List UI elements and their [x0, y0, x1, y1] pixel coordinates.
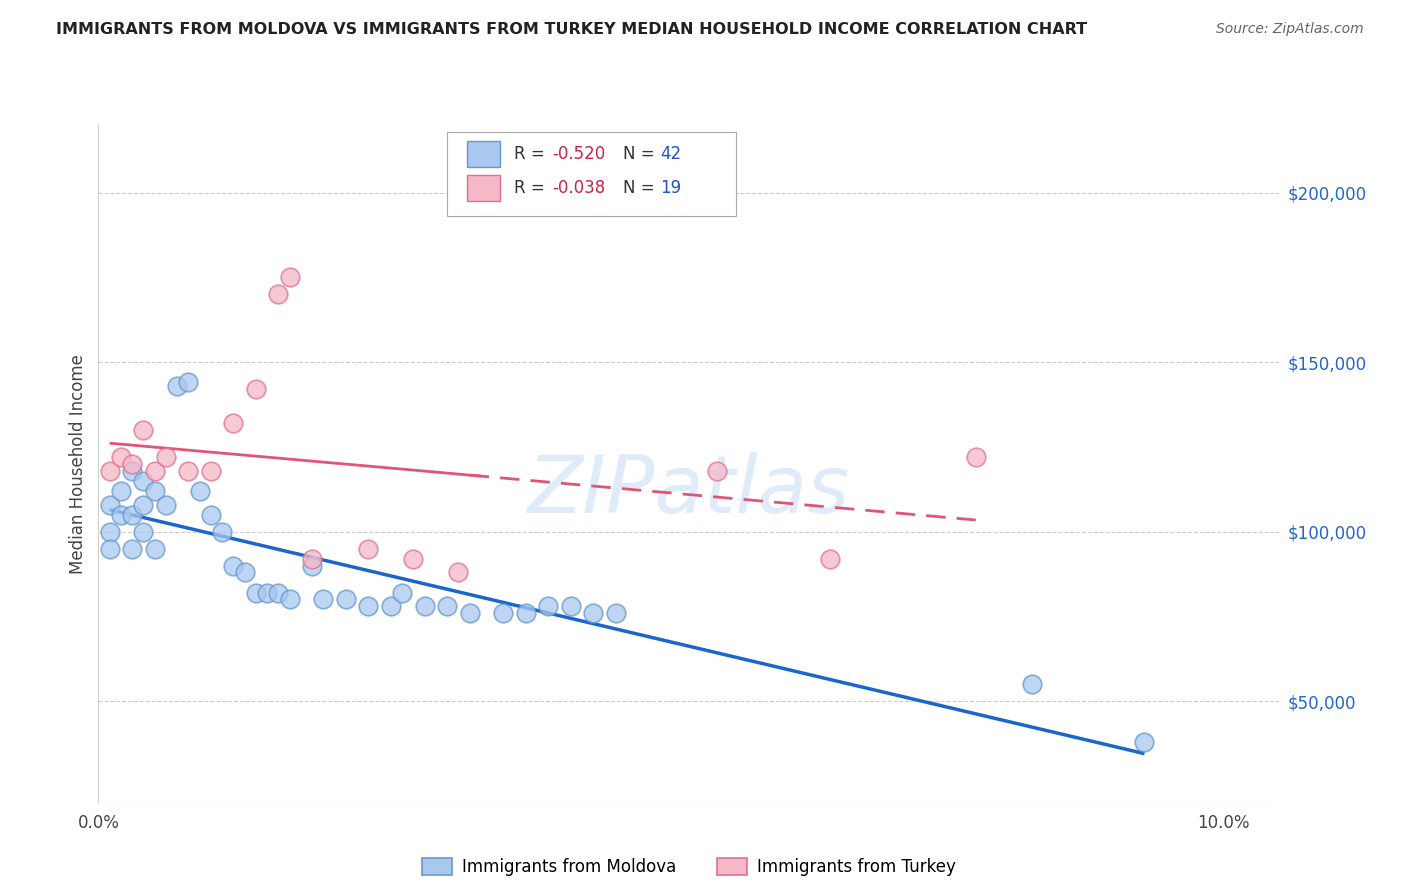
- Point: [200, 508, 222, 522]
- Y-axis label: Median Household Income: Median Household Income: [69, 354, 87, 574]
- FancyBboxPatch shape: [447, 132, 737, 217]
- Point: [121, 464, 143, 478]
- Point: [965, 450, 987, 464]
- Point: [166, 379, 188, 393]
- Point: [110, 508, 132, 522]
- Point: [301, 551, 323, 566]
- FancyBboxPatch shape: [467, 141, 501, 167]
- Point: [155, 450, 177, 464]
- Text: ZIPatlas: ZIPatlas: [527, 452, 851, 530]
- Point: [706, 464, 728, 478]
- Point: [143, 541, 166, 556]
- Point: [537, 599, 560, 614]
- Text: -0.520: -0.520: [553, 145, 605, 163]
- Point: [582, 606, 605, 620]
- Point: [155, 498, 177, 512]
- Point: [301, 558, 323, 573]
- Point: [245, 382, 267, 396]
- Text: R =: R =: [515, 179, 550, 197]
- Point: [177, 376, 200, 390]
- Point: [132, 474, 155, 488]
- Point: [447, 566, 470, 580]
- Text: R =: R =: [515, 145, 550, 163]
- Point: [818, 551, 841, 566]
- Point: [98, 498, 121, 512]
- Point: [335, 592, 357, 607]
- Point: [413, 599, 436, 614]
- Point: [98, 524, 121, 539]
- Text: -0.038: -0.038: [553, 179, 605, 197]
- Text: 19: 19: [661, 179, 682, 197]
- Point: [312, 592, 335, 607]
- Point: [110, 483, 132, 498]
- Point: [391, 585, 413, 599]
- Point: [1133, 735, 1156, 749]
- Text: 42: 42: [661, 145, 682, 163]
- Point: [98, 464, 121, 478]
- Point: [357, 599, 380, 614]
- Point: [98, 541, 121, 556]
- Text: N =: N =: [623, 145, 659, 163]
- Point: [278, 270, 301, 285]
- Point: [256, 585, 278, 599]
- Point: [177, 464, 200, 478]
- Point: [267, 287, 290, 301]
- Point: [132, 524, 155, 539]
- Point: [1021, 677, 1043, 691]
- Text: N =: N =: [623, 179, 659, 197]
- Point: [605, 606, 627, 620]
- Point: [188, 483, 211, 498]
- Point: [245, 585, 267, 599]
- Point: [560, 599, 582, 614]
- Point: [267, 585, 290, 599]
- Point: [222, 416, 245, 430]
- Point: [200, 464, 222, 478]
- Point: [143, 483, 166, 498]
- Point: [233, 566, 256, 580]
- Text: Source: ZipAtlas.com: Source: ZipAtlas.com: [1216, 22, 1364, 37]
- FancyBboxPatch shape: [467, 175, 501, 201]
- Point: [380, 599, 402, 614]
- Point: [436, 599, 458, 614]
- Legend: Immigrants from Moldova, Immigrants from Turkey: Immigrants from Moldova, Immigrants from…: [415, 851, 963, 882]
- Point: [515, 606, 537, 620]
- Point: [492, 606, 515, 620]
- Point: [211, 524, 233, 539]
- Point: [222, 558, 245, 573]
- Point: [278, 592, 301, 607]
- Point: [121, 508, 143, 522]
- Point: [357, 541, 380, 556]
- Point: [143, 464, 166, 478]
- Point: [121, 541, 143, 556]
- Point: [110, 450, 132, 464]
- Text: IMMIGRANTS FROM MOLDOVA VS IMMIGRANTS FROM TURKEY MEDIAN HOUSEHOLD INCOME CORREL: IMMIGRANTS FROM MOLDOVA VS IMMIGRANTS FR…: [56, 22, 1087, 37]
- Point: [132, 423, 155, 437]
- Point: [121, 457, 143, 471]
- Point: [402, 551, 425, 566]
- Point: [132, 498, 155, 512]
- Point: [458, 606, 481, 620]
